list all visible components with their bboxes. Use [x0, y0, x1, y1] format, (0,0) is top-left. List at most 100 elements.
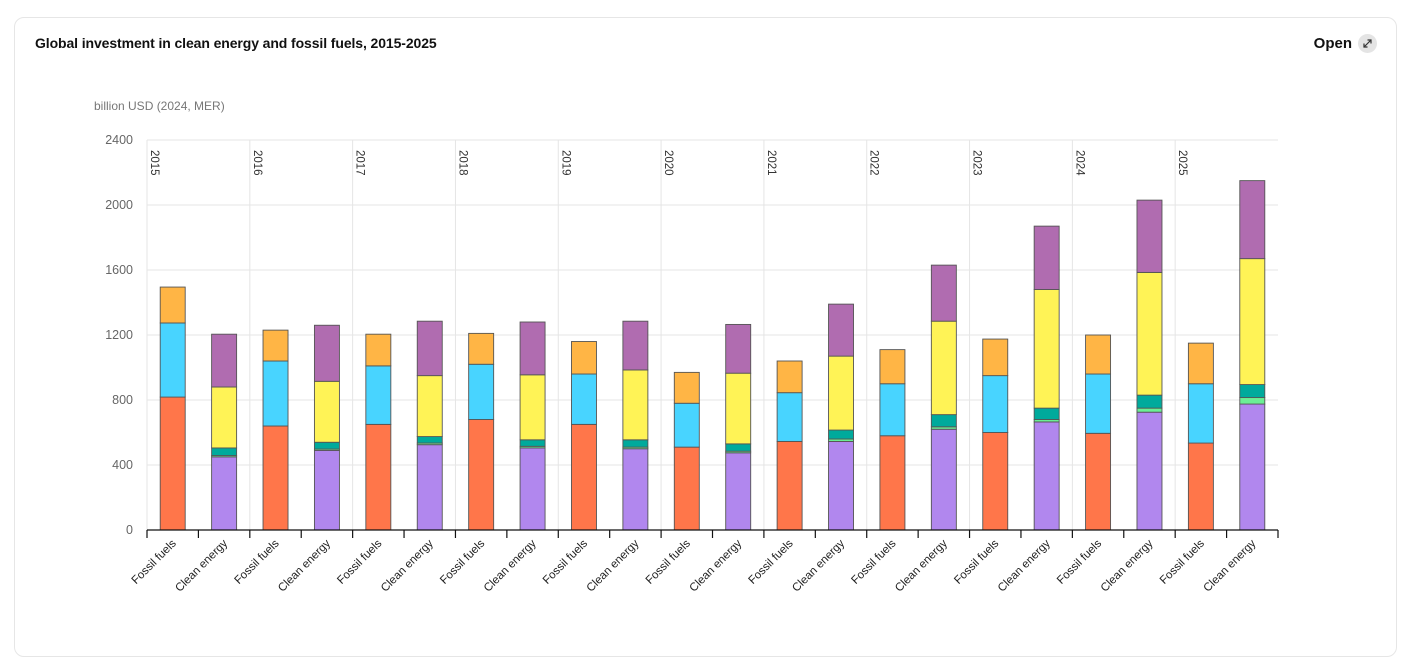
bar-segment[interactable]: [1033, 421, 1060, 531]
bar-segment[interactable]: [1239, 180, 1266, 260]
bar-segment[interactable]: [1187, 383, 1214, 444]
bar-segment[interactable]: [1085, 334, 1112, 375]
year-label: 2025: [1176, 150, 1188, 176]
bar-segment[interactable]: [313, 449, 340, 531]
bar-segment[interactable]: [725, 323, 752, 374]
bar-segment[interactable]: [930, 320, 957, 416]
bar-segment[interactable]: [571, 373, 597, 425]
bar-segment[interactable]: [1239, 403, 1266, 531]
bar-segment[interactable]: [519, 374, 546, 441]
bar-segment[interactable]: [1187, 342, 1214, 385]
bar-segment[interactable]: [313, 380, 340, 443]
bar-segment[interactable]: [416, 320, 443, 377]
bar-segment[interactable]: [622, 369, 649, 441]
bar-segment[interactable]: [365, 365, 392, 425]
bar-segment[interactable]: [211, 386, 238, 449]
bar-segment[interactable]: [828, 440, 854, 531]
bar-segment[interactable]: [1136, 271, 1163, 396]
bar-segment[interactable]: [930, 428, 957, 531]
bar-segment[interactable]: [1136, 407, 1163, 413]
year-label: 2015: [148, 150, 160, 176]
bar-segment[interactable]: [1187, 442, 1214, 531]
bar-segment[interactable]: [262, 425, 289, 531]
x-category-label: Fossil fuels: [438, 537, 487, 586]
bar-segment[interactable]: [828, 429, 854, 440]
bar-segment[interactable]: [1136, 199, 1163, 273]
x-category-label: Fossil fuels: [952, 537, 1001, 586]
bar-segment[interactable]: [1136, 394, 1163, 409]
bar-segment[interactable]: [211, 447, 238, 457]
year-label: 2017: [354, 150, 366, 176]
bar-segment[interactable]: [262, 329, 289, 362]
bar-segment[interactable]: [1085, 432, 1112, 531]
bar-segment[interactable]: [622, 320, 649, 371]
x-category-label: Fossil fuels: [849, 537, 898, 586]
y-tick-label: 1200: [105, 328, 133, 342]
bar-segment[interactable]: [673, 446, 700, 531]
bar-segment[interactable]: [468, 419, 495, 531]
bar-segment[interactable]: [211, 333, 238, 388]
bar-segment[interactable]: [1033, 407, 1060, 420]
bar-segment[interactable]: [879, 435, 906, 531]
bar-segment[interactable]: [519, 321, 546, 376]
bar-segment[interactable]: [1033, 289, 1060, 409]
bar-segment[interactable]: [982, 432, 1009, 531]
bar-segment[interactable]: [828, 355, 854, 431]
bar-segment[interactable]: [982, 375, 1009, 433]
bar-segment[interactable]: [313, 441, 340, 450]
bar-segment[interactable]: [313, 324, 340, 382]
bar-segment[interactable]: [776, 392, 803, 442]
bar-segment[interactable]: [1239, 258, 1266, 386]
bar-segment[interactable]: [416, 444, 443, 531]
bar-segment[interactable]: [879, 383, 906, 437]
bar-segment[interactable]: [1085, 373, 1112, 434]
bar-segment[interactable]: [930, 264, 957, 322]
bar-segment[interactable]: [468, 332, 495, 365]
bar-segment[interactable]: [622, 439, 649, 448]
bar-segment[interactable]: [519, 439, 546, 447]
y-axis-ticks: 0 400 800 1200 1600 2000 2400: [105, 133, 133, 537]
bar-segment[interactable]: [1239, 384, 1266, 399]
x-category-label: Fossil fuels: [747, 537, 796, 586]
bar-segment[interactable]: [725, 372, 752, 445]
bar-segment[interactable]: [365, 333, 392, 367]
y-tick-label: 1600: [105, 263, 133, 277]
x-category-label: Fossil fuels: [1158, 537, 1207, 586]
chart-card: Global investment in clean energy and fo…: [14, 17, 1397, 657]
year-label: 2022: [868, 150, 880, 176]
bar-segment[interactable]: [571, 341, 597, 375]
bar-segment[interactable]: [776, 440, 803, 531]
bar-segment[interactable]: [725, 443, 752, 452]
bar-segment[interactable]: [673, 402, 700, 448]
bar-segment[interactable]: [416, 375, 443, 438]
open-button[interactable]: Open: [1314, 34, 1377, 53]
bar-segment[interactable]: [211, 456, 238, 531]
bar-segment[interactable]: [622, 448, 649, 531]
x-category-label: Clean energy: [1202, 537, 1259, 594]
y-tick-label: 400: [112, 458, 133, 472]
bar-segment[interactable]: [365, 423, 392, 531]
bar-segment[interactable]: [1239, 397, 1266, 405]
bar-segment[interactable]: [416, 436, 443, 444]
bar-segment[interactable]: [673, 371, 700, 404]
bar-segment[interactable]: [468, 363, 495, 420]
bar-segment[interactable]: [1033, 225, 1060, 290]
bar-segment[interactable]: [159, 396, 186, 531]
x-category-label: Clean energy: [790, 537, 847, 594]
bar-segment[interactable]: [571, 423, 597, 531]
bar-segment[interactable]: [262, 360, 289, 427]
bar-segment[interactable]: [879, 349, 906, 385]
x-category-label: Clean energy: [585, 537, 642, 594]
bar-segment[interactable]: [159, 286, 186, 324]
bar-segment[interactable]: [776, 360, 803, 394]
bar-segment[interactable]: [828, 303, 854, 357]
bar-segment[interactable]: [159, 322, 186, 398]
bar-segment[interactable]: [982, 338, 1009, 377]
bar-segment[interactable]: [725, 452, 752, 531]
bar-segment[interactable]: [930, 414, 957, 428]
bar-segment[interactable]: [1136, 411, 1163, 531]
x-category-label: Clean energy: [996, 537, 1053, 594]
bar-segment[interactable]: [519, 447, 546, 531]
year-label: 2016: [251, 150, 263, 176]
